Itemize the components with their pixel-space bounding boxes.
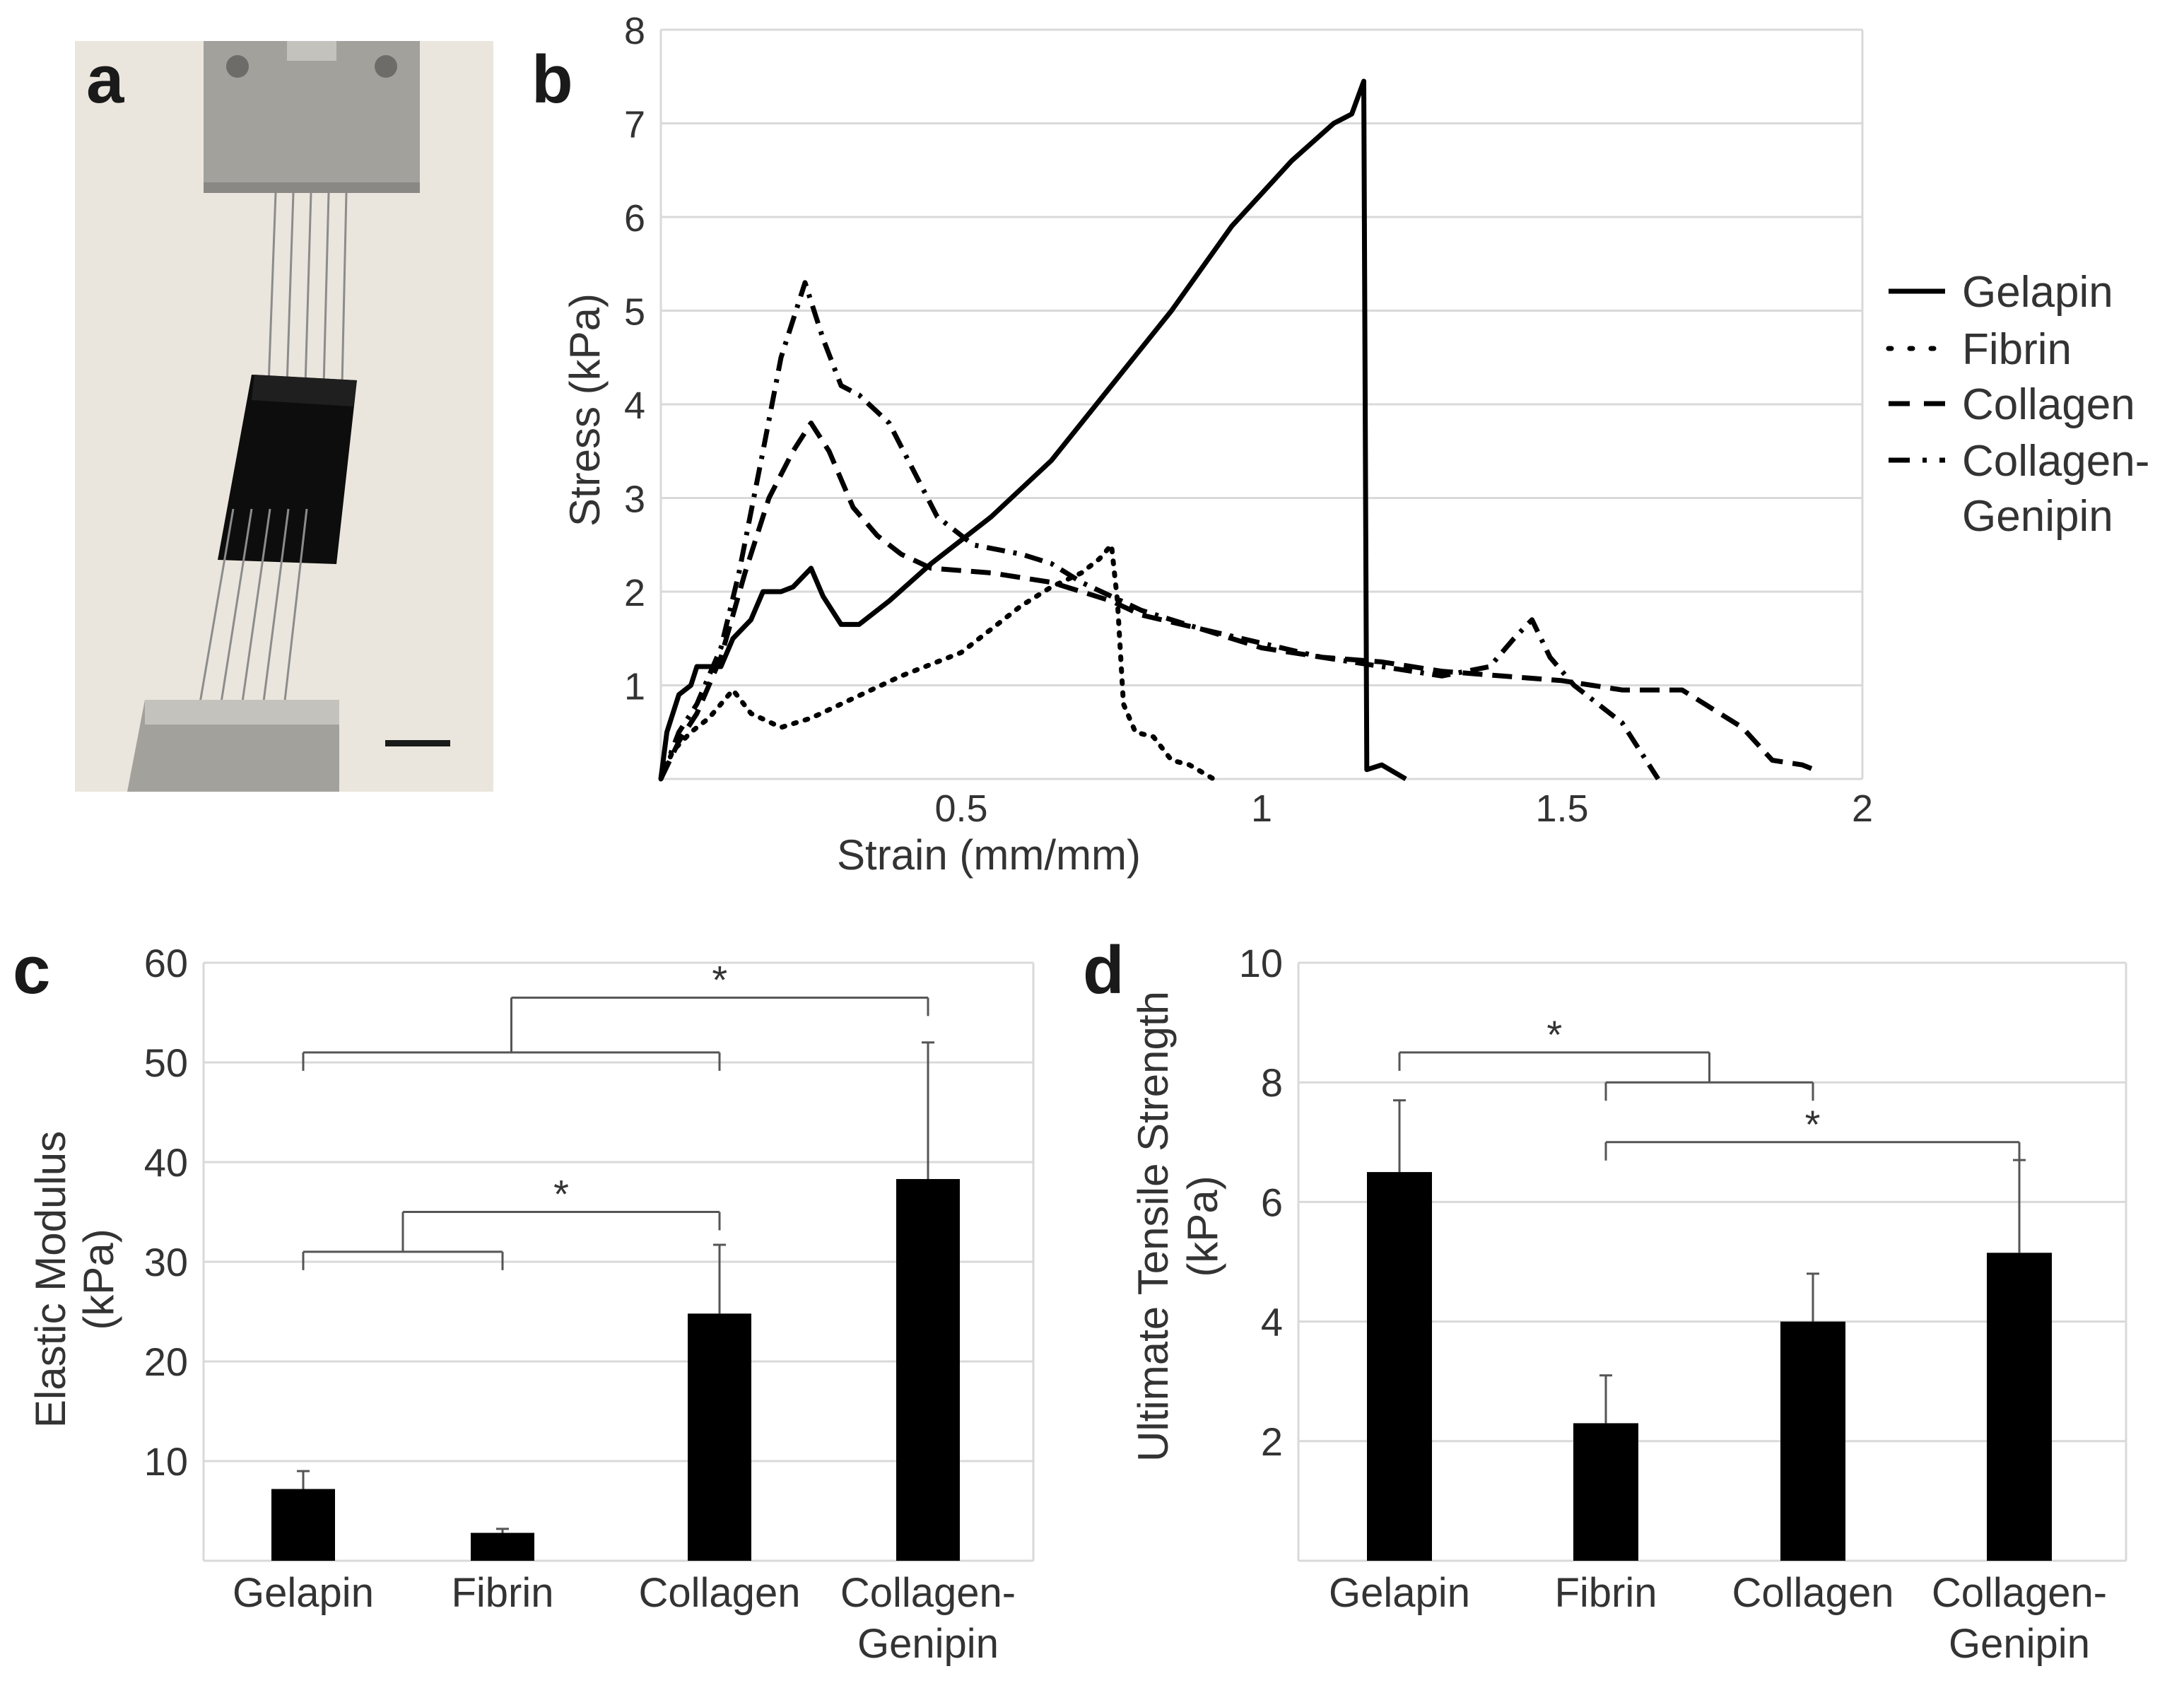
top-clamp-shadow [204,182,420,193]
b-series-line-collagen [658,421,1816,780]
panel-label-b: b [532,42,573,117]
b-legend: Gelapin Fibrin Collagen Collagen- Genipin [1886,268,2149,541]
d-y-tick-label: 6 [1261,1180,1283,1224]
c-y-axis-label-line1: Elastic Modulus [27,1131,74,1428]
scaffold-sample [218,375,357,564]
d-y-tick-label: 2 [1261,1419,1283,1464]
b-y-tick-label: 8 [624,10,645,52]
d-sig-star-0: * [1546,1012,1562,1057]
wires-top [267,192,348,386]
c-bar-fibrin [471,1532,534,1561]
b-y-tick-label: 7 [624,104,645,146]
panel-label-c: c [13,932,50,1008]
d-y-tick-label: 10 [1239,941,1283,985]
d-x-tick-label-collagen-genipin-line2: Genipin [1949,1621,2090,1667]
d-bar-fibrin [1573,1423,1638,1561]
b-x-tick-label: 1.5 [1535,787,1588,830]
c-y-tick-label: 40 [144,1140,188,1185]
panel-d-chart: * * 2 4 6 8 10 Gelapin Fibrin Collagen Collagen- G… [1129,941,2127,1667]
clamp-screw-right [375,55,397,78]
c-bar-collagen-genipin [896,1178,960,1561]
scaffold-sample-edge [252,375,357,406]
d-x-tick-label-collagen-genipin: Collagen- [1932,1570,2107,1616]
wires-bottom [198,508,308,708]
clamp-slot [287,41,336,61]
c-bar-gelapin [271,1489,335,1561]
b-legend-label-collagen-genipin: Collagen- [1962,437,2149,486]
c-bar-collagen [688,1313,751,1561]
c-x-tick-label-collagen: Collagen [639,1570,801,1616]
b-y-axis-label: Stress (kPa) [561,293,609,527]
b-x-tick-label: 0.5 [934,787,987,830]
c-y-tick-label: 60 [144,941,188,985]
b-y-tick-label: 3 [624,479,645,521]
d-y-axis-label-line1: Ultimate Tensile Strength [1129,991,1177,1462]
b-y-tick-label: 1 [624,666,645,708]
c-y-tick-label: 10 [144,1439,188,1484]
c-x-tick-label-collagen-genipin: Collagen- [840,1570,1016,1616]
b-legend-label-fibrin: Fibrin [1962,325,2072,374]
b-series-line-fibrin [658,542,1216,782]
clamp-screw-left [226,55,249,78]
b-series-line-collagen-genipin [658,280,1660,780]
b-y-tick-label: 6 [624,197,645,240]
b-series-line-gelapin [658,78,1407,782]
d-y-axis-label-line2: (kPa) [1179,1176,1226,1277]
b-legend-label-collagen-genipin-line2: Genipin [1962,492,2113,541]
b-legend-label-gelapin: Gelapin [1962,268,2113,317]
b-legend-label-collagen: Collagen [1962,380,2135,429]
b-y-tick-label: 2 [624,572,645,614]
c-y-tick-label: 30 [144,1240,188,1284]
panel-c-chart: * * 10 20 30 40 50 60 Gelapin Fibrin Collagen Coll… [27,941,1035,1667]
b-x-axis-label: Strain (mm/mm) [837,831,1141,879]
panel-b-chart: 1 2 3 4 5 6 7 8 0.5 1 1.5 2 Strain (mm/mm) Stress (… [561,10,2149,879]
c-sig-star-0: * [553,1172,569,1217]
c-y-tick-label: 50 [144,1041,188,1085]
d-x-tick-label-gelapin: Gelapin [1329,1570,1470,1616]
b-x-tick-label: 1 [1251,787,1272,830]
c-y-axis-label-line2: (kPa) [75,1229,122,1330]
b-y-tick-label: 4 [624,385,645,427]
scale-bar [385,740,450,746]
c-x-tick-label-gelapin: Gelapin [233,1570,374,1616]
c-sig-star-1: * [712,957,727,1002]
panel-a-photo [75,41,493,792]
bottom-clamp-top [145,700,339,725]
d-y-tick-label: 4 [1261,1300,1283,1344]
d-x-tick-label-collagen: Collagen [1732,1570,1894,1616]
c-x-tick-label-fibrin: Fibrin [451,1570,553,1616]
c-y-tick-label: 20 [144,1340,188,1384]
panel-label-d: d [1083,932,1125,1008]
c-x-tick-label-collagen-genipin-line2: Genipin [857,1621,999,1667]
d-bar-collagen-genipin [1987,1253,2052,1561]
b-x-tick-label: 2 [1852,787,1873,830]
d-y-tick-label: 8 [1261,1060,1283,1105]
d-sig-star-1: * [1805,1102,1821,1147]
d-bar-collagen [1780,1321,1845,1561]
panel-label-a: a [86,42,124,117]
d-x-tick-label-fibrin: Fibrin [1554,1570,1657,1616]
d-bar-gelapin [1367,1172,1432,1561]
b-y-tick-label: 5 [624,291,645,334]
